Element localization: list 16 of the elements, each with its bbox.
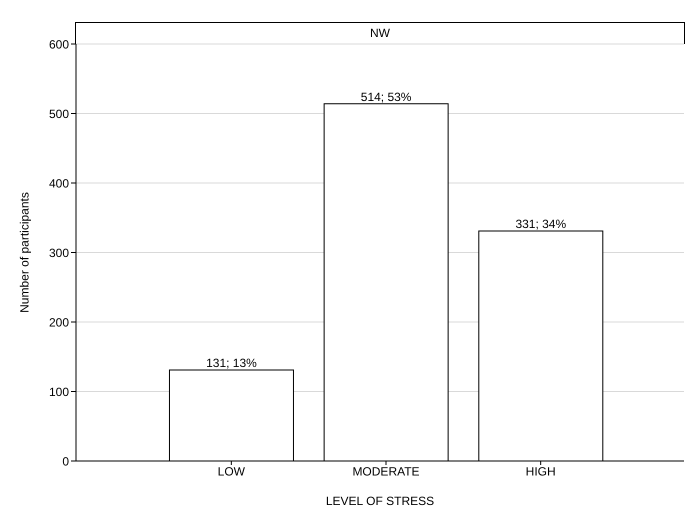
y-tick-label: 300	[48, 246, 70, 260]
y-tick-label: 200	[48, 315, 70, 330]
x-tick-label: LOW	[218, 464, 246, 479]
y-tick-label: 100	[48, 384, 70, 399]
x-axis-title: LEVEL OF STRESS	[326, 494, 434, 508]
y-tick-label: 0	[62, 454, 70, 468]
chart-title: NW	[75, 22, 685, 44]
x-tick-label: HIGH	[526, 464, 556, 479]
data-label: 331; 34%	[515, 216, 566, 231]
y-tick-label: 600	[48, 37, 70, 52]
y-axis-title: Number of participants	[17, 192, 32, 313]
x-tick-label: MODERATE	[352, 464, 420, 479]
data-label: 131; 13%	[206, 356, 258, 370]
y-tick-label: 400	[48, 176, 70, 190]
y-tick-label: 500	[48, 106, 70, 121]
data-label: 514; 53%	[360, 90, 412, 104]
